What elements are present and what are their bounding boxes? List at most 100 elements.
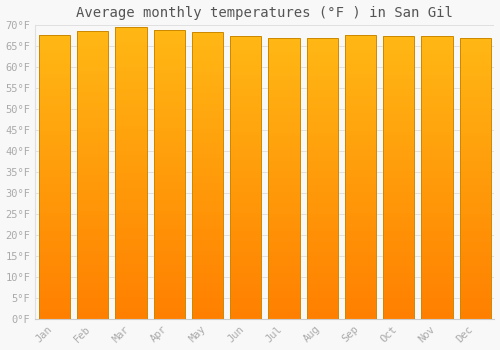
Bar [460, 73, 491, 76]
Bar [39, 238, 70, 241]
Bar [268, 224, 300, 228]
Bar [154, 146, 185, 149]
Bar [39, 234, 70, 238]
Bar [230, 316, 262, 319]
Bar [77, 201, 108, 204]
Bar [306, 111, 338, 115]
Bar [422, 203, 452, 206]
Bar [77, 154, 108, 157]
Bar [230, 192, 262, 195]
Bar [460, 224, 491, 228]
Bar [268, 66, 300, 69]
Bar [154, 124, 185, 128]
Bar [345, 245, 376, 248]
Bar [306, 133, 338, 136]
Bar [77, 280, 108, 283]
Bar [230, 277, 262, 280]
Bar [154, 34, 185, 37]
Bar [460, 316, 491, 319]
Bar [460, 252, 491, 256]
Bar [306, 295, 338, 298]
Bar [345, 256, 376, 259]
Bar [77, 132, 108, 135]
Bar [77, 254, 108, 258]
Bar [116, 283, 146, 286]
Bar [306, 51, 338, 55]
Bar [77, 110, 108, 114]
Bar [116, 38, 146, 42]
Bar [116, 268, 146, 272]
Bar [192, 190, 223, 194]
Bar [230, 217, 262, 220]
Bar [116, 27, 146, 319]
Bar [192, 215, 223, 219]
Bar [383, 68, 414, 72]
Bar [460, 62, 491, 66]
Bar [116, 27, 146, 31]
Bar [154, 229, 185, 232]
Bar [345, 163, 376, 167]
Bar [154, 247, 185, 251]
Bar [460, 203, 491, 206]
Bar [192, 97, 223, 100]
Bar [154, 279, 185, 283]
Bar [422, 248, 452, 252]
Bar [383, 302, 414, 305]
Bar [345, 142, 376, 145]
Bar [383, 96, 414, 100]
Bar [383, 142, 414, 146]
Bar [192, 316, 223, 319]
Bar [422, 57, 452, 61]
Bar [77, 229, 108, 233]
Bar [192, 122, 223, 125]
Bar [154, 77, 185, 80]
Bar [192, 276, 223, 280]
Bar [230, 171, 262, 174]
Bar [39, 35, 70, 319]
Bar [383, 100, 414, 104]
Bar [230, 181, 262, 185]
Bar [39, 113, 70, 117]
Bar [422, 291, 452, 294]
Bar [154, 261, 185, 265]
Bar [345, 294, 376, 298]
Bar [383, 181, 414, 185]
Bar [422, 185, 452, 188]
Bar [39, 64, 70, 67]
Bar [230, 135, 262, 139]
Bar [460, 214, 491, 217]
Bar [422, 227, 452, 231]
Bar [116, 104, 146, 107]
Bar [422, 302, 452, 305]
Bar [77, 96, 108, 100]
Bar [77, 240, 108, 244]
Bar [230, 47, 262, 50]
Bar [230, 266, 262, 270]
Bar [116, 272, 146, 275]
Bar [268, 291, 300, 295]
Bar [230, 96, 262, 100]
Bar [116, 162, 146, 166]
Bar [306, 104, 338, 108]
Bar [422, 199, 452, 203]
Bar [116, 78, 146, 82]
Bar [268, 126, 300, 129]
Bar [192, 312, 223, 316]
Bar [116, 217, 146, 220]
Bar [192, 287, 223, 290]
Bar [345, 262, 376, 266]
Bar [230, 89, 262, 93]
Bar [306, 119, 338, 122]
Bar [460, 80, 491, 83]
Bar [192, 244, 223, 247]
Bar [422, 89, 452, 93]
Bar [268, 104, 300, 108]
Bar [192, 61, 223, 64]
Bar [268, 312, 300, 316]
Bar [192, 265, 223, 269]
Bar [116, 75, 146, 78]
Bar [306, 87, 338, 90]
Bar [192, 273, 223, 276]
Bar [422, 192, 452, 195]
Bar [306, 83, 338, 87]
